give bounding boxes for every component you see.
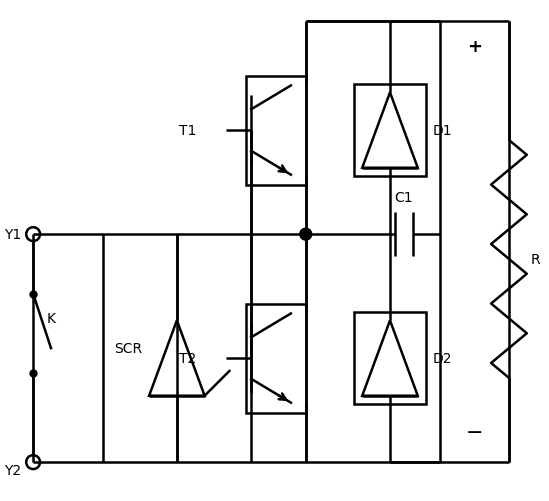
Bar <box>247 76 306 185</box>
Text: SCR: SCR <box>114 342 142 355</box>
Bar <box>354 313 425 404</box>
Text: Y2: Y2 <box>4 463 21 477</box>
Bar <box>247 304 306 413</box>
Text: K: K <box>47 312 56 326</box>
Text: −: − <box>466 422 483 442</box>
Text: +: + <box>467 38 482 56</box>
Text: C1: C1 <box>395 191 413 205</box>
Text: Y1: Y1 <box>4 227 21 241</box>
Text: T2: T2 <box>180 351 197 365</box>
Text: D1: D1 <box>433 124 452 138</box>
Text: D2: D2 <box>433 351 452 365</box>
Text: R: R <box>531 253 540 267</box>
Bar <box>354 85 425 176</box>
Circle shape <box>300 229 312 240</box>
Text: T1: T1 <box>180 124 197 138</box>
